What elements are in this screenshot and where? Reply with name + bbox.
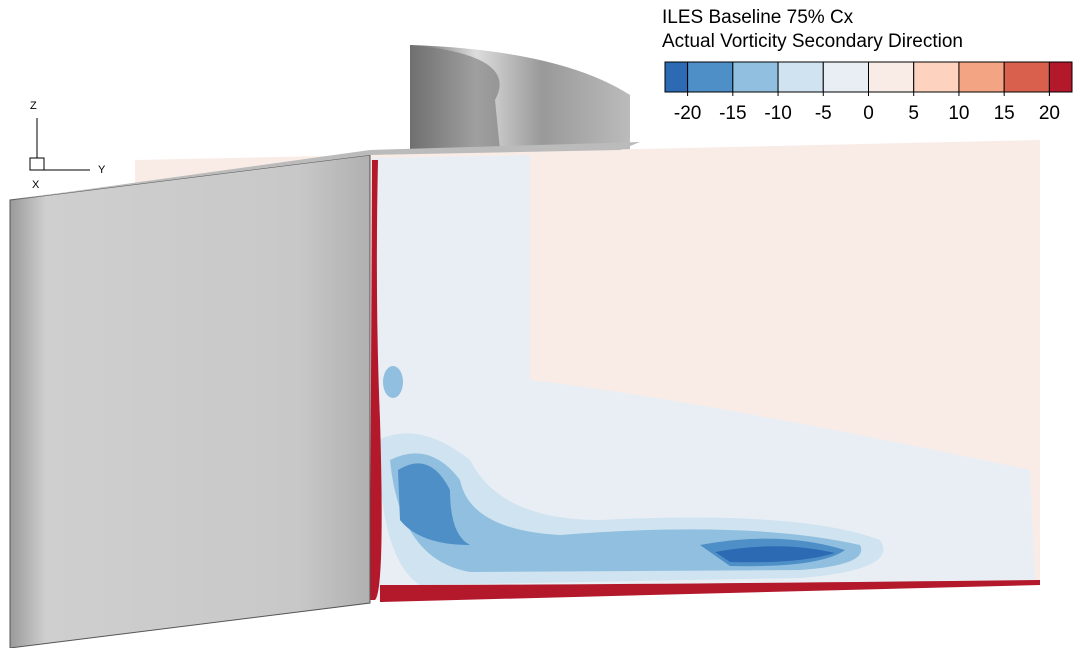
triad-box [29,157,45,171]
blade-shadow [410,45,500,150]
colorbar-tick-label: 10 [948,103,969,124]
contour-level [372,155,1035,598]
colorbar: -20 -15 -10 -5 0 5 10 15 20 [664,61,1073,124]
contour-level [715,546,835,563]
contour-level [383,366,403,398]
colorbar-swatch [1003,61,1050,93]
blade-front [9,154,371,649]
colorbar-swatch [732,61,779,93]
axis-label: X [32,179,40,191]
colorbar-swatch [868,61,915,93]
colorbar-tick-label: -15 [719,103,746,124]
colorbar-tick-label: 5 [908,103,919,124]
colorbar-tick-label: 0 [863,103,874,124]
blade-tip [10,142,640,200]
legend-subtitle: Actual Vorticity Secondary Direction [662,31,963,52]
contour-level [398,463,845,567]
axis-label: Z [30,100,37,112]
colorbar-swatch [664,61,689,93]
legend-title: ILES Baseline 75% Cx [662,7,854,28]
colorbar-tick-label: -10 [764,103,791,124]
colorbar-swatch [958,61,1005,93]
colorbar-swatch [822,61,869,93]
colorbar-tick-label: -20 [674,103,701,124]
colorbar-tick-label: -5 [815,103,832,124]
colorbar-swatch [1048,61,1073,93]
colorbar-swatch [777,61,824,93]
contour-level [370,160,382,600]
colorbar-swatch [913,61,960,93]
colorbar-swatch [687,61,734,93]
axes-triad: Z Y X [29,100,106,191]
contour-level [380,580,1040,602]
axis-label: Y [98,164,106,176]
colorbar-tick-label: 20 [1039,103,1060,124]
colorbar-tick-label: 15 [994,103,1015,124]
